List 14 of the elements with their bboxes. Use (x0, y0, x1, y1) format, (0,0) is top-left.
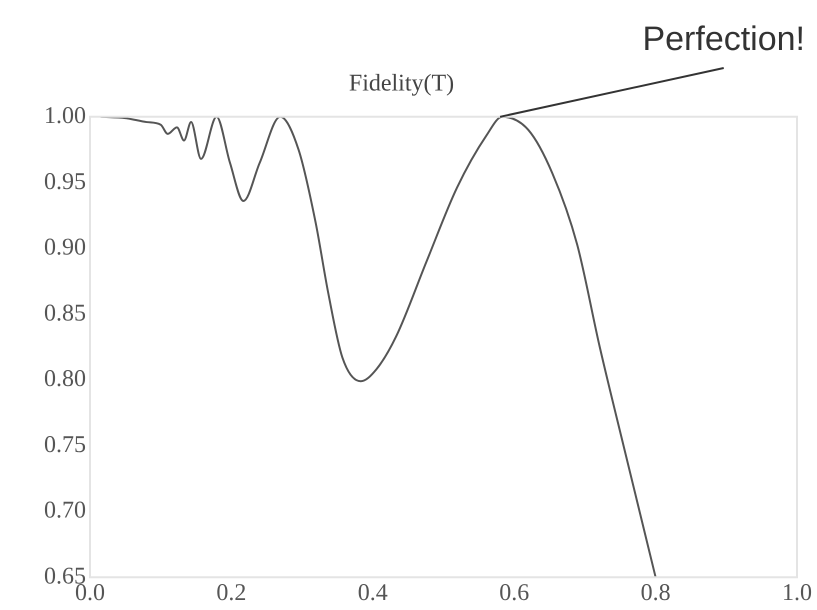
y-tick-label: 0.75 (44, 432, 86, 458)
y-tick-label: 0.95 (44, 168, 86, 195)
y-tick-label: 0.85 (44, 300, 86, 326)
annotation: Perfection! (642, 20, 805, 58)
x-tick-label: 0.6 (499, 580, 530, 606)
y-tick-label: 0.90 (44, 234, 86, 261)
x-tick-label: 0.2 (216, 580, 246, 606)
x-tick-label: 0.4 (358, 580, 388, 606)
x-tick-label: 0.8 (640, 580, 671, 606)
x-tick-label: 1.0 (782, 580, 812, 606)
y-tick-label: 1.00 (44, 103, 86, 130)
y-tick-label: 0.80 (44, 366, 86, 392)
y-tick-label: 0.70 (44, 498, 86, 524)
chart-title: Fidelity(T) (348, 70, 454, 97)
